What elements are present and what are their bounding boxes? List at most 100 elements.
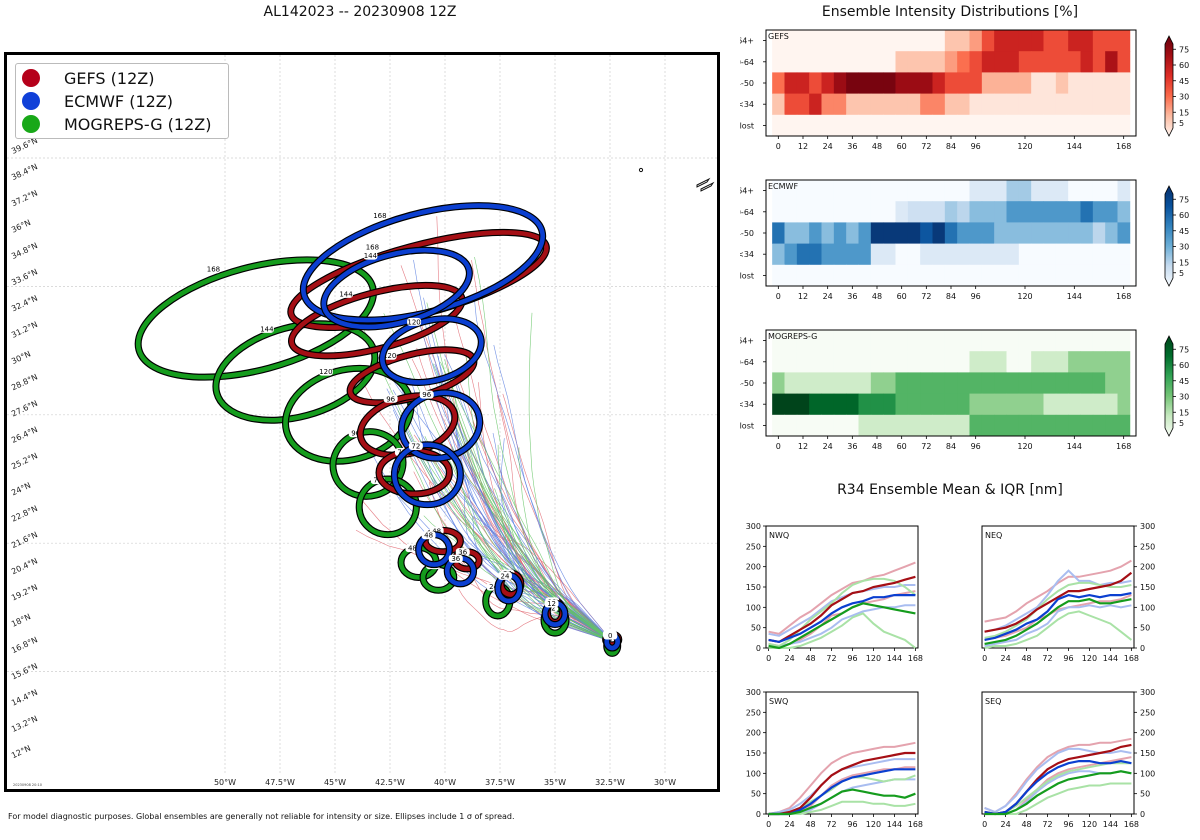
heat-cell-mogreps-g-64+-84 xyxy=(944,330,958,352)
ellipse-label-bg xyxy=(603,631,618,640)
heat-cell-ecmwf-lost-78 xyxy=(932,264,946,287)
heat-cell-ecmwf-34-50-144 xyxy=(1068,222,1081,244)
heat-x-tick-label: 84 xyxy=(946,142,956,151)
heat-x-tick-label: 48 xyxy=(872,292,882,301)
lon-tick-label: 50°W xyxy=(214,778,236,787)
r34-x-tick-label: 168 xyxy=(908,820,923,829)
heat-cell-gefs-lost-36 xyxy=(846,114,859,137)
lon-tick-label: 42.5°W xyxy=(375,778,405,787)
heat-cell-gefs-34-50-72 xyxy=(920,72,933,94)
heat-cell-gefs-lost-126 xyxy=(1031,114,1044,137)
r34-x-tick-label: 0 xyxy=(766,820,771,829)
r34-y-tick-label: 250 xyxy=(1140,708,1155,717)
heat-cell-mogreps-g-<34-162 xyxy=(1105,393,1118,416)
r34-x-tick-label: 24 xyxy=(784,820,794,829)
r34-mean-gefs-neq xyxy=(984,571,1133,633)
heat-cell-gefs-50-64-42 xyxy=(858,51,872,73)
r34-y-tick-label: 150 xyxy=(1140,583,1155,592)
r34-x-tick-label: 72 xyxy=(826,654,836,663)
heat-cell-ecmwf-50-64-72 xyxy=(920,201,933,223)
heat-x-tick-label: 60 xyxy=(897,142,907,151)
heat-cell-gefs-34-50-126 xyxy=(1031,72,1044,94)
ellipse-ecmwf-120h xyxy=(380,316,484,385)
heat-cell-ecmwf-50-64-54 xyxy=(883,201,896,223)
heat-cell-gefs-50-64-12 xyxy=(796,51,810,73)
r34-x-tick-label: 0 xyxy=(982,654,987,663)
heat-cell-gefs-<34-78 xyxy=(932,93,946,116)
heat-cell-ecmwf-34-50-48 xyxy=(870,222,884,244)
heat-cell-ecmwf-50-64-120 xyxy=(1018,201,1032,223)
lat-tick-label: 27.6°N xyxy=(10,399,39,419)
heat-cell-ecmwf-50-64-126 xyxy=(1031,201,1044,223)
heat-cell-gefs-lost-84 xyxy=(944,114,958,137)
lat-tick-label: 16.8°N xyxy=(10,635,39,655)
ellipse-label-bg xyxy=(407,317,422,326)
member-track xyxy=(451,446,613,642)
lon-tick-label: 30°W xyxy=(654,778,676,787)
legend-marker-gefs xyxy=(22,69,40,87)
heat-cell-mogreps-g-64+-108 xyxy=(994,330,1007,352)
heat-cell-mogreps-g-64+-168 xyxy=(1117,330,1131,352)
heat-cell-mogreps-g-64+-90 xyxy=(957,330,970,352)
r34-y-tick-label: 200 xyxy=(746,729,761,738)
heat-cell-mogreps-g-50-64-24 xyxy=(821,351,835,373)
heat-cell-mogreps-g-34-50-30 xyxy=(833,372,847,394)
heat-cell-ecmwf-lost-132 xyxy=(1043,264,1057,287)
member-track xyxy=(456,432,613,642)
heat-cell-mogreps-g-lost-66 xyxy=(907,414,921,437)
r34-iqr-high-ecmwf xyxy=(984,747,1132,814)
colorbar-tick-label: 60 xyxy=(1179,61,1189,70)
heat-x-tick-label: 36 xyxy=(847,292,857,301)
heat-cell-ecmwf-<34-72 xyxy=(920,243,933,266)
heat-cell-ecmwf-34-50-12 xyxy=(796,222,810,244)
heat-cell-gefs-50-64-6 xyxy=(784,51,798,73)
heat-cell-mogreps-g-<34-132 xyxy=(1043,393,1057,416)
ellipse-ecmwf-144h xyxy=(321,247,472,330)
heat-cell-ecmwf-<34-84 xyxy=(944,243,958,266)
heat-cell-mogreps-g-64+-126 xyxy=(1031,330,1044,352)
heat-x-tick-label: 120 xyxy=(1017,292,1032,301)
r34-iqr-low-mogreps xyxy=(984,610,1133,649)
legend-marker-ecmwf xyxy=(22,92,40,110)
heat-cell-mogreps-g-34-50-126 xyxy=(1031,372,1044,394)
r34-mean-ecmwf-seq xyxy=(984,759,1132,816)
heat-x-tick-label: 72 xyxy=(921,292,931,301)
heat-cell-gefs-lost-150 xyxy=(1080,114,1094,137)
colorbar-tick-label: 75 xyxy=(1179,45,1189,54)
heat-cell-gefs-50-64-144 xyxy=(1068,51,1081,73)
heat-cell-gefs-lost-162 xyxy=(1105,114,1118,137)
heat-cell-gefs-34-50-156 xyxy=(1092,72,1106,94)
lat-tick-label: 36°N xyxy=(10,218,32,235)
heat-x-tick-label: 144 xyxy=(1067,442,1082,451)
r34-y-tick-label: 300 xyxy=(746,522,761,531)
heat-cell-ecmwf-50-64-150 xyxy=(1080,201,1094,223)
heat-cell-mogreps-g-64+-150 xyxy=(1080,330,1094,352)
r34-y-tick-label: 100 xyxy=(746,603,761,612)
heat-cell-ecmwf-lost-162 xyxy=(1105,264,1118,287)
r34-y-tick-label: 100 xyxy=(1140,769,1155,778)
heat-cell-mogreps-g-<34-78 xyxy=(932,393,946,416)
ellipse-label-bg xyxy=(365,243,380,252)
r34-panel-title: NEQ xyxy=(985,531,1002,540)
heat-cell-gefs-64+-84 xyxy=(944,30,958,52)
heat-x-tick-label: 84 xyxy=(946,442,956,451)
heat-cell-mogreps-g-64+-96 xyxy=(969,330,983,352)
r34-y-tick-label: 200 xyxy=(1140,729,1155,738)
heat-cell-ecmwf-34-50-18 xyxy=(809,222,822,244)
heat-cell-ecmwf-lost-126 xyxy=(1031,264,1044,287)
heat-cell-gefs-50-64-72 xyxy=(920,51,933,73)
heat-cell-mogreps-g-lost-30 xyxy=(833,414,847,437)
heat-cell-gefs-50-64-162 xyxy=(1105,51,1118,73)
heat-cell-mogreps-g-<34-6 xyxy=(784,393,798,416)
heat-cell-ecmwf-lost-90 xyxy=(957,264,970,287)
heat-cell-ecmwf-<34-30 xyxy=(833,243,847,266)
heat-cell-gefs-34-50-48 xyxy=(870,72,884,94)
heat-cell-mogreps-g-64+-36 xyxy=(846,330,859,352)
heat-cell-mogreps-g-64+-66 xyxy=(907,330,921,352)
heat-cell-ecmwf-64+-132 xyxy=(1043,180,1057,202)
heat-cell-ecmwf-34-50-24 xyxy=(821,222,835,244)
heat-cell-ecmwf-64+-90 xyxy=(957,180,970,202)
r34-y-tick-label: 0 xyxy=(1140,644,1145,653)
heat-cell-gefs-50-64-84 xyxy=(944,51,958,73)
r34-x-tick-label: 144 xyxy=(887,820,902,829)
